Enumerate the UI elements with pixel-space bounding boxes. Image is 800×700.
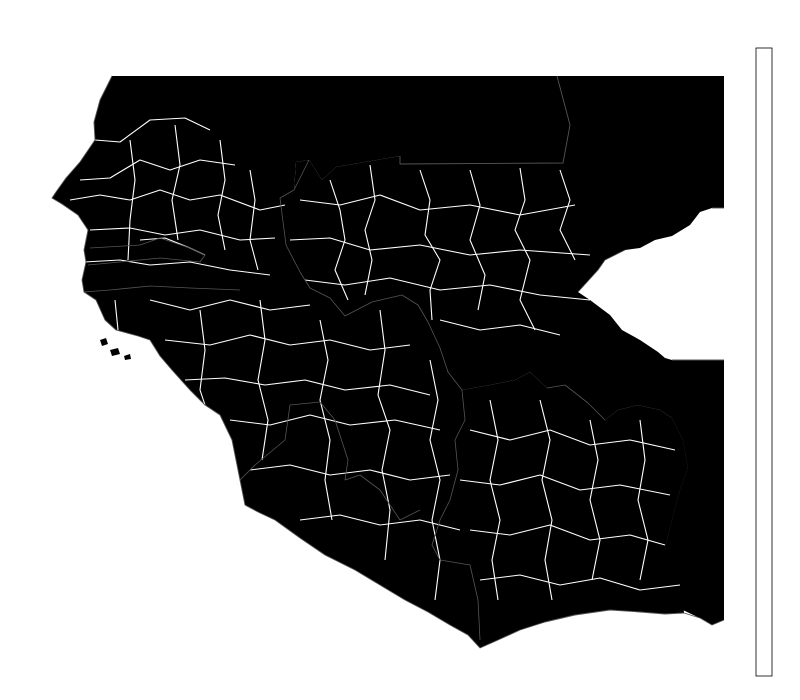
country-borders (83, 159, 626, 641)
map-land (52, 76, 724, 648)
west-africa-land (112, 76, 724, 625)
coastline (51, 75, 725, 649)
island (100, 338, 108, 346)
island (110, 348, 120, 356)
region-boundaries (69, 117, 681, 601)
colorbar-gradient (755, 47, 773, 677)
island (124, 354, 131, 360)
central-africa-land (665, 360, 724, 625)
colorbar (755, 47, 773, 677)
coastal-land (52, 76, 688, 648)
